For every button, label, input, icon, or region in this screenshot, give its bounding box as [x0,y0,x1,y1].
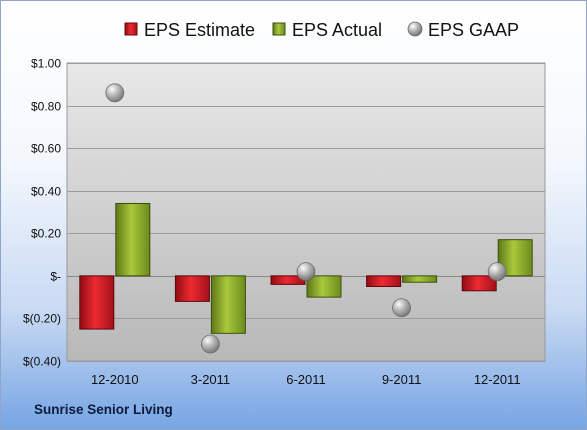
eps-gaap-marker [296,262,316,282]
eps-gaap-marker [105,83,125,103]
y-tick-label: $1.00 [31,57,61,71]
eps-actual-bar [402,275,438,283]
legend-item-eps-actual-label: EPS Actual [292,20,382,40]
x-tick-label: 6-2011 [286,372,326,387]
legend: EPS Estimate EPS Actual EPS GAAP [124,20,519,40]
y-tick-label: $(0.20) [23,312,61,326]
eps-gaap-marker [487,262,507,282]
eps-estimate-bar [174,275,210,302]
company-name: Sunrise Senior Living [34,402,173,417]
legend-item-eps-gaap-swatch [407,21,423,37]
eps-gaap-marker [392,298,412,318]
y-tick-label: $0.80 [31,100,61,114]
legend-item-eps-actual-swatch [272,22,286,36]
y-tick-label: $0.60 [31,142,61,156]
y-tick-label: $0.20 [31,227,61,241]
eps-actual-bar [210,275,246,334]
eps-actual-bar [306,275,342,298]
y-tick-label: $(0.40) [23,355,61,369]
eps-estimate-bar [79,275,115,330]
y-tick-label: $0.40 [31,185,61,199]
eps-actual-bar [115,202,151,277]
x-tick-label: 12-2011 [474,372,521,387]
legend-item-eps-estimate-swatch [124,22,138,36]
legend-item-eps-estimate-label: EPS Estimate [144,20,255,40]
eps-estimate-bar [461,275,497,292]
x-tick-label: 3-2011 [191,372,231,387]
legend-item-eps-gaap-label: EPS GAAP [428,20,519,40]
x-tick-label: 12-2010 [91,372,139,387]
y-tick-label: $- [50,270,61,284]
eps-estimate-bar [366,275,402,288]
x-tick-label: 9-2011 [382,372,422,387]
eps-gaap-marker [200,334,220,354]
plot-area: $1.00 $0.80 $0.60 $0.40 $0.20 $- $(0.20) $(0.40… [23,57,546,387]
